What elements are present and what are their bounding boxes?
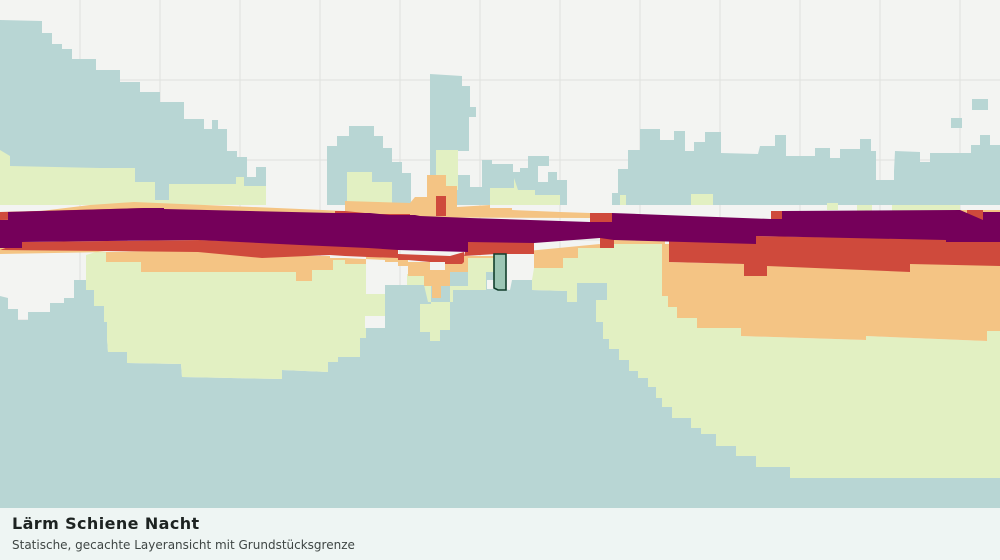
map-caption: Lärm Schiene Nacht Statische, gecachte L… [0,508,1000,560]
street-gaps [365,254,532,328]
noise-zone-low-north [0,20,1000,205]
noise-zone-highest [0,208,1000,252]
map-title: Lärm Schiene Nacht [12,514,200,533]
noise-zone-low-south [0,258,1000,560]
parcel-boundary[interactable] [493,253,507,291]
noise-zone-light [0,150,1000,478]
map-subtitle: Statische, gecachte Layeransicht mit Gru… [12,538,355,552]
